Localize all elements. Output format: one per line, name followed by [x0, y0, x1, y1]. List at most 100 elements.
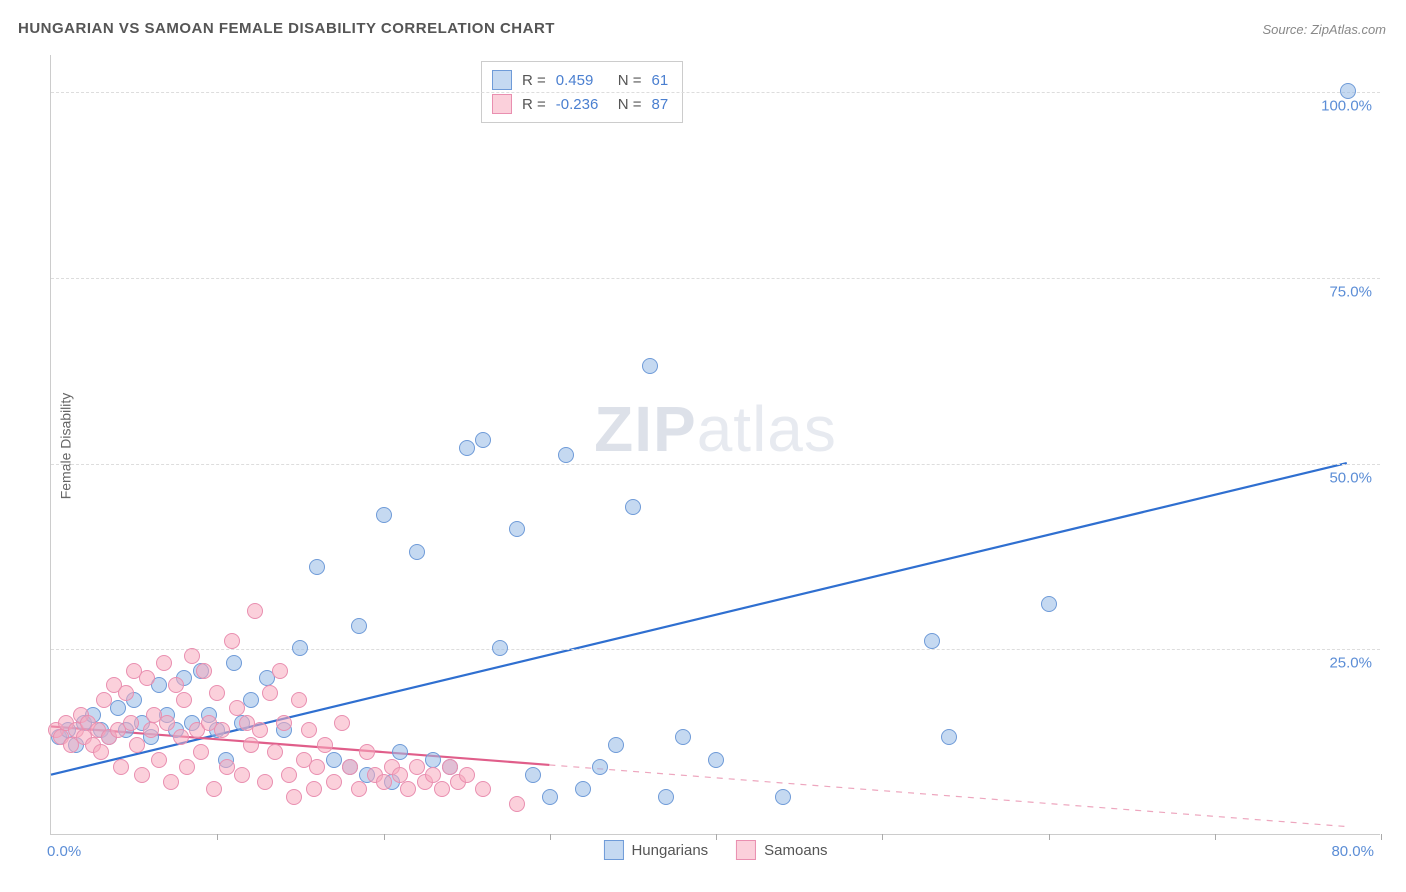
data-point — [625, 499, 641, 515]
gridline — [51, 278, 1380, 279]
data-point — [392, 767, 408, 783]
data-point — [281, 767, 297, 783]
data-point — [434, 781, 450, 797]
watermark-bold: ZIP — [594, 393, 697, 465]
series-legend-item: Hungarians — [603, 840, 708, 860]
data-point — [941, 729, 957, 745]
data-point — [173, 729, 189, 745]
data-point — [708, 752, 724, 768]
data-point — [184, 648, 200, 664]
data-point — [542, 789, 558, 805]
data-point — [509, 796, 525, 812]
legend-n-value: 87 — [652, 96, 669, 113]
x-tick — [716, 834, 717, 840]
data-point — [252, 722, 268, 738]
legend-r-value: -0.236 — [556, 96, 608, 113]
data-point — [139, 670, 155, 686]
gridline — [51, 464, 1380, 465]
data-point — [326, 774, 342, 790]
y-tick-label: 50.0% — [1329, 469, 1372, 486]
data-point — [179, 759, 195, 775]
data-point — [267, 744, 283, 760]
data-point — [93, 744, 109, 760]
data-point — [247, 603, 263, 619]
x-tick — [384, 834, 385, 840]
legend-swatch — [492, 70, 512, 90]
data-point — [306, 781, 322, 797]
data-point — [129, 737, 145, 753]
watermark: ZIPatlas — [594, 392, 837, 466]
x-tick — [217, 834, 218, 840]
data-point — [475, 781, 491, 797]
data-point — [924, 633, 940, 649]
chart-title: HUNGARIAN VS SAMOAN FEMALE DISABILITY CO… — [18, 20, 555, 37]
legend-r-value: 0.459 — [556, 72, 608, 89]
data-point — [326, 752, 342, 768]
data-point — [151, 752, 167, 768]
data-point — [143, 722, 159, 738]
series-legend-item: Samoans — [736, 840, 827, 860]
legend-swatch — [603, 840, 623, 860]
data-point — [425, 767, 441, 783]
x-tick — [550, 834, 551, 840]
data-point — [226, 655, 242, 671]
data-point — [642, 358, 658, 374]
data-point — [113, 759, 129, 775]
series-legend-label: Samoans — [764, 842, 827, 859]
data-point — [376, 507, 392, 523]
data-point — [359, 744, 375, 760]
data-point — [257, 774, 273, 790]
data-point — [1340, 83, 1356, 99]
legend-row: R =0.459N =61 — [492, 68, 668, 92]
y-tick-label: 100.0% — [1321, 98, 1372, 115]
data-point — [558, 447, 574, 463]
data-point — [525, 767, 541, 783]
source-credit: Source: ZipAtlas.com — [1262, 22, 1386, 37]
legend-swatch — [492, 94, 512, 114]
data-point — [392, 744, 408, 760]
data-point — [608, 737, 624, 753]
data-point — [475, 432, 491, 448]
data-point — [219, 759, 235, 775]
data-point — [134, 767, 150, 783]
data-point — [492, 640, 508, 656]
y-tick-label: 75.0% — [1329, 283, 1372, 300]
data-point — [409, 544, 425, 560]
data-point — [176, 692, 192, 708]
data-point — [224, 633, 240, 649]
legend-n-label: N = — [618, 72, 642, 89]
data-point — [276, 715, 292, 731]
series-legend-label: Hungarians — [631, 842, 708, 859]
legend-n-label: N = — [618, 96, 642, 113]
data-point — [775, 789, 791, 805]
data-point — [262, 685, 278, 701]
data-point — [442, 759, 458, 775]
data-point — [96, 692, 112, 708]
data-point — [214, 722, 230, 738]
data-point — [123, 715, 139, 731]
data-point — [286, 789, 302, 805]
data-point — [206, 781, 222, 797]
data-point — [400, 781, 416, 797]
data-point — [156, 655, 172, 671]
data-point — [301, 722, 317, 738]
data-point — [658, 789, 674, 805]
data-point — [118, 685, 134, 701]
data-point — [168, 677, 184, 693]
data-point — [193, 744, 209, 760]
plot-area: ZIPatlas R =0.459N =61R =-0.236N =87 0.0… — [50, 55, 1380, 835]
data-point — [196, 663, 212, 679]
data-point — [509, 521, 525, 537]
data-point — [351, 781, 367, 797]
data-point — [592, 759, 608, 775]
data-point — [351, 618, 367, 634]
legend-r-label: R = — [522, 96, 546, 113]
data-point — [292, 640, 308, 656]
data-point — [342, 759, 358, 775]
legend-r-label: R = — [522, 72, 546, 89]
legend-swatch — [736, 840, 756, 860]
gridline — [51, 92, 1380, 93]
data-point — [459, 440, 475, 456]
series-legend: Hungarians Samoans — [603, 840, 827, 860]
data-point — [309, 759, 325, 775]
